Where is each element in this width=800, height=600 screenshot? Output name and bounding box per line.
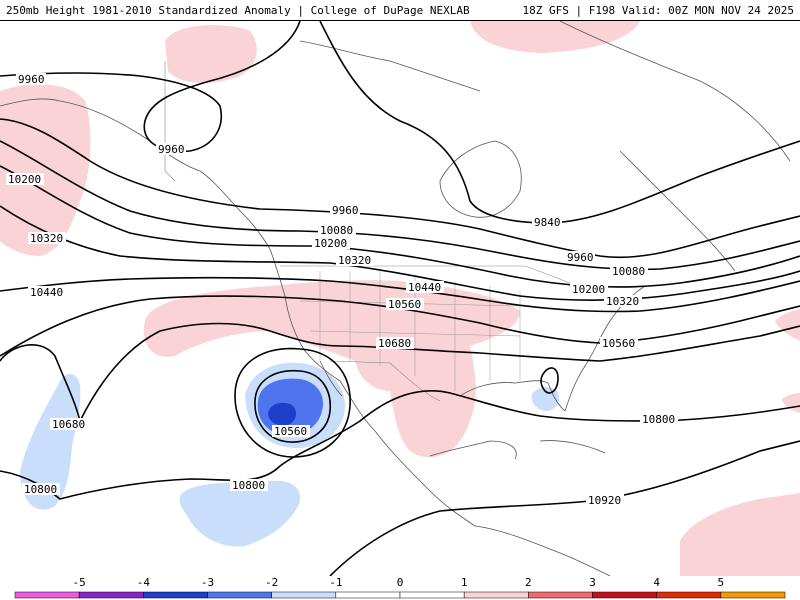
colorbar-tick-label: 3 — [589, 576, 596, 589]
colorbar-segment — [143, 591, 208, 599]
contour-label: 9960 — [158, 143, 185, 156]
contour-10920 — [329, 440, 800, 576]
contour-10680 — [0, 322, 800, 424]
contour-label: 10320 — [30, 232, 63, 245]
coastline-labrador — [619, 150, 736, 272]
colorbar-segment — [463, 591, 529, 599]
contour-label: 10200 — [572, 283, 605, 296]
contour-label: 9960 — [567, 251, 594, 264]
colorbar-segment — [399, 591, 465, 599]
coastline-central-america — [474, 525, 611, 576]
contour-9960-north — [0, 21, 301, 153]
colorbar-ticklabels: -5 -4 -3 -2 -1 0 1 2 3 4 5 — [73, 576, 725, 589]
colorbar-segment — [78, 591, 144, 599]
anomaly-negative-low-center — [268, 402, 296, 426]
contour-label: 10800 — [232, 479, 265, 492]
colorbar-tick-label: 2 — [525, 576, 532, 589]
contour-labels: 9960 9960 9960 9960 9840 10200 10200 102… — [6, 73, 678, 507]
colorbar-segments — [14, 591, 786, 599]
contour-label: 10680 — [378, 337, 411, 350]
coastline-greenland — [559, 21, 791, 162]
contour-low-inner — [254, 369, 331, 443]
colorbar-tick-label: 1 — [461, 576, 468, 589]
coastline-hudson-bay — [439, 140, 522, 218]
colorbar-tick-label: 0 — [397, 576, 404, 589]
map-panel: 9960 9960 9960 9960 9840 10200 10200 102… — [0, 20, 800, 576]
contour-label: 10440 — [30, 286, 63, 299]
colorbar-tick-label: -3 — [201, 576, 214, 589]
anomaly-negative-pacific-west — [20, 374, 81, 510]
contour-label: 10320 — [338, 254, 371, 267]
map-title: 250mb Height 1981-2010 Standardized Anom… — [6, 4, 470, 17]
coastline-baja — [319, 360, 343, 397]
colorbar: -5 -4 -3 -2 -1 0 1 2 3 4 5 — [14, 576, 786, 599]
colorbar-tick-label: 4 — [653, 576, 660, 589]
coastline-pacific — [269, 248, 476, 527]
contour-label: 9960 — [332, 204, 359, 217]
contour-label: 10800 — [24, 483, 57, 496]
colorbar-segment — [271, 591, 337, 599]
contour-label: 9960 — [18, 73, 45, 86]
anomaly-negative-pacific-south — [179, 480, 301, 547]
contour-label: 10560 — [274, 425, 307, 438]
colorbar-tick-label: 5 — [718, 576, 725, 589]
coastline-yucatan — [429, 440, 517, 460]
anomaly-positive-east — [775, 309, 800, 341]
contour-low-southeast — [540, 367, 559, 394]
colorbar-tick-label: -5 — [73, 576, 86, 589]
contour-9960-main — [0, 118, 800, 259]
contour-label: 10800 — [642, 413, 675, 426]
contour-label: 10680 — [52, 418, 85, 431]
colorbar-tick-label: -4 — [137, 576, 151, 589]
contour-low-outer — [234, 347, 351, 458]
anomaly-positive-greenland — [470, 21, 640, 53]
colorbar-tick-label: -1 — [329, 576, 342, 589]
colorbar-segment — [720, 591, 786, 599]
valid-time: 18Z GFS | F198 Valid: 00Z MON NOV 24 202… — [522, 4, 794, 17]
coastline-alaska — [0, 98, 271, 250]
contour-label: 10200 — [8, 173, 41, 186]
contour-label: 10200 — [314, 237, 347, 250]
colorbar-segment — [335, 591, 401, 599]
contour-label: 10080 — [612, 265, 645, 278]
colorbar-segment — [14, 591, 80, 599]
contour-10320 — [0, 205, 800, 301]
contour-10080 — [0, 140, 800, 271]
contour-label: 10920 — [588, 494, 621, 507]
colorbar-segment — [528, 591, 593, 599]
contour-9840 — [319, 21, 800, 224]
coastline-arctic-islands — [299, 40, 481, 92]
coastline-cuba — [539, 440, 606, 454]
colorbar-segment — [656, 591, 722, 599]
anomaly-positive-alaska — [0, 84, 91, 256]
header-bar: 250mb Height 1981-2010 Standardized Anom… — [0, 0, 800, 20]
contour-label: 9840 — [534, 216, 561, 229]
contour-10200 — [0, 165, 800, 288]
colorbar-segment — [592, 591, 657, 599]
border-alaska-canada — [164, 61, 176, 182]
contour-label: 10080 — [320, 224, 353, 237]
contour-label: 10440 — [408, 281, 441, 294]
contour-label: 10560 — [602, 337, 635, 350]
anomaly-positive-southeast — [680, 493, 800, 576]
anomaly-positive-atlantic — [782, 393, 800, 413]
border-us-mexico — [329, 360, 441, 402]
colorbar-segment — [207, 591, 272, 599]
colorbar-tick-label: -2 — [265, 576, 278, 589]
anomaly-positive-beaufort — [165, 25, 257, 83]
coastline-gulf — [459, 380, 566, 412]
contour-label: 10320 — [606, 295, 639, 308]
contour-label: 10560 — [388, 298, 421, 311]
